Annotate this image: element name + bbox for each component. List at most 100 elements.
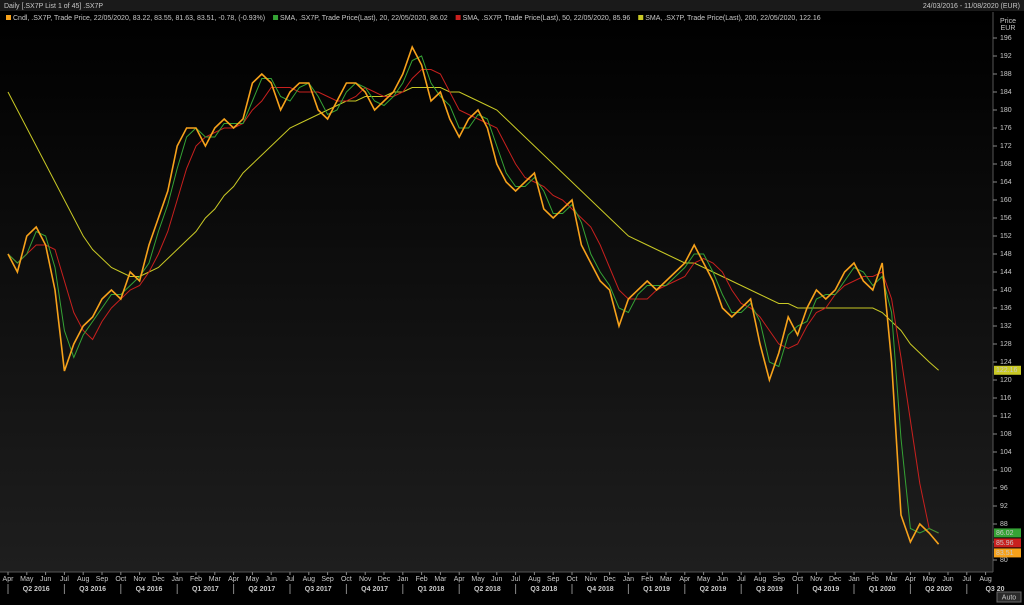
x-tick-label: Jun (491, 576, 502, 583)
y-tick-label: 96 (1000, 485, 1008, 492)
legend-entry: SMA, .SX7P, Trade Price(Last), 200, 22/0… (645, 15, 820, 22)
legend-entry: SMA, .SX7P, Trade Price(Last), 20, 22/05… (280, 15, 448, 22)
series-line (7, 55, 939, 534)
x-tick-label: Sep (773, 576, 786, 583)
y-tick-label: 136 (1000, 305, 1012, 312)
x-tick-label: Jan (172, 576, 183, 583)
quarter-label: Q2 2016 (23, 586, 50, 593)
x-tick-label: Jan (848, 576, 859, 583)
y-tick-label: 192 (1000, 53, 1012, 60)
x-tick-label: May (246, 576, 260, 583)
x-tick-label: Sep (96, 576, 109, 583)
last-value-label: 83.51 (996, 550, 1014, 557)
x-tick-label: Jun (942, 576, 953, 583)
x-tick-label: Aug (979, 576, 992, 583)
quarter-label: Q4 2018 (587, 586, 614, 593)
header-bar (0, 0, 1024, 11)
quarter-label: Q1 2018 (418, 586, 445, 593)
auto-button-label[interactable]: Auto (1002, 594, 1017, 601)
last-value-label: 86.02 (996, 530, 1014, 537)
x-tick-label: Feb (641, 576, 653, 583)
x-tick-label: Jan (623, 576, 634, 583)
series-line (7, 87, 939, 371)
series-line (7, 69, 939, 534)
x-tick-label: Dec (603, 576, 616, 583)
x-tick-label: Nov (585, 576, 598, 583)
quarter-label: Q3 20 (985, 586, 1004, 593)
y-tick-label: 100 (1000, 467, 1012, 474)
x-tick-label: Oct (792, 576, 803, 583)
quarter-label: Q4 2019 (812, 586, 839, 593)
x-tick-label: Nov (359, 576, 372, 583)
plot-area (0, 12, 993, 572)
y-tick-label: 124 (1000, 359, 1012, 366)
x-tick-label: Apr (679, 576, 691, 583)
quarter-label: Q3 2017 (305, 586, 332, 593)
chart-title: Daily [.SX7P List 1 of 45] .SX7P (4, 3, 103, 10)
x-tick-label: Mar (434, 576, 447, 583)
y-tick-label: 104 (1000, 449, 1012, 456)
quarter-label: Q2 2018 (474, 586, 501, 593)
y-tick-label: 196 (1000, 35, 1012, 42)
x-tick-label: Sep (321, 576, 334, 583)
x-tick-label: Apr (3, 576, 15, 583)
last-value-box (994, 365, 1021, 375)
y-tick-label: 164 (1000, 179, 1012, 186)
y-tick-label: 172 (1000, 143, 1012, 150)
quarter-label: Q3 2018 (530, 586, 557, 593)
y-label: Price (1000, 18, 1016, 25)
x-tick-label: Apr (454, 576, 466, 583)
y-tick-label: 160 (1000, 197, 1012, 204)
x-tick-label: Aug (528, 576, 541, 583)
y-tick-label: 148 (1000, 251, 1012, 258)
y-tick-label: 144 (1000, 269, 1012, 276)
y-tick-label: 128 (1000, 341, 1012, 348)
last-value-box (994, 538, 1021, 548)
x-tick-label: Jul (286, 576, 295, 583)
quarter-label: Q4 2017 (361, 586, 388, 593)
y-tick-label: 140 (1000, 287, 1012, 294)
quarter-label: Q2 2017 (248, 586, 275, 593)
y-tick-label: 116 (1000, 395, 1011, 402)
x-tick-label: Aug (303, 576, 316, 583)
x-tick-label: Nov (133, 576, 146, 583)
x-tick-label: Apr (905, 576, 917, 583)
quarter-label: Q4 2016 (136, 586, 163, 593)
y-tick-label: 152 (1000, 233, 1012, 240)
x-tick-label: Mar (660, 576, 673, 583)
x-tick-label: Jun (40, 576, 51, 583)
x-tick-label: Jun (717, 576, 728, 583)
series-line (7, 44, 940, 545)
x-tick-label: Dec (829, 576, 842, 583)
quarter-label: Q3 2019 (756, 586, 783, 593)
last-value-label: 122.16 (996, 367, 1018, 374)
auto-button[interactable] (996, 591, 1022, 603)
y-tick-label: 188 (1000, 71, 1012, 78)
y-tick-label: 156 (1000, 215, 1012, 222)
x-tick-label: Jun (266, 576, 277, 583)
legend-swatch (638, 15, 644, 20)
quarter-label: Q1 2020 (869, 586, 896, 593)
x-tick-label: Feb (416, 576, 428, 583)
x-tick-label: Jul (962, 576, 971, 583)
x-tick-label: Nov (810, 576, 823, 583)
y-tick-label: 108 (1000, 431, 1012, 438)
y-tick-label: 80 (1000, 557, 1008, 564)
x-tick-label: Apr (228, 576, 240, 583)
quarter-label: Q3 2016 (79, 586, 106, 593)
legend-entry: SMA, .SX7P, Trade Price(Last), 50, 22/05… (463, 15, 631, 22)
x-tick-label: Mar (209, 576, 222, 583)
x-tick-label: May (471, 576, 485, 583)
y-tick-label: 120 (1000, 377, 1012, 384)
date-range: 24/03/2016 - 11/08/2020 (EUR) (923, 3, 1020, 10)
y-tick-label: 92 (1000, 503, 1008, 510)
y-tick-label: 176 (1000, 125, 1012, 132)
y-tick-label: 184 (1000, 89, 1012, 96)
legend-entry: Cndl, .SX7P, Trade Price, 22/05/2020, 83… (13, 15, 265, 22)
x-tick-label: Dec (378, 576, 391, 583)
x-tick-label: May (923, 576, 937, 583)
y-tick-label: 180 (1000, 107, 1012, 114)
y-tick-label: 112 (1000, 413, 1011, 420)
x-tick-label: Jul (737, 576, 746, 583)
